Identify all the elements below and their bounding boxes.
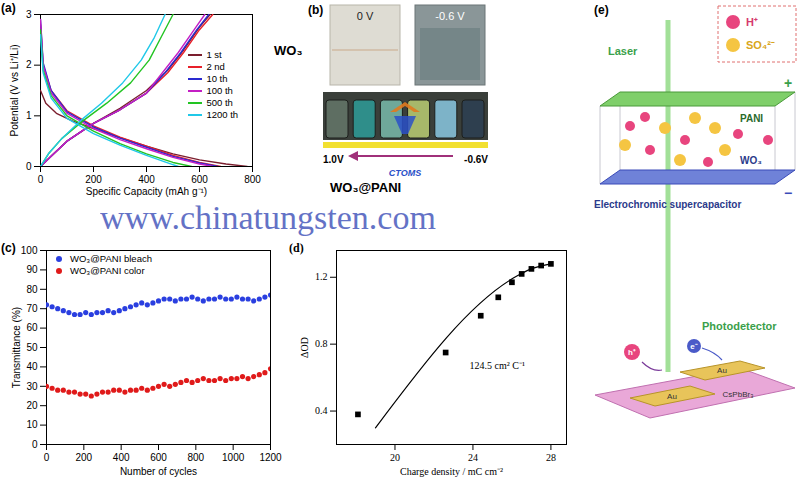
svg-text:20: 20 [26, 400, 38, 411]
svg-text:Au: Au [667, 392, 677, 401]
svg-text:Photodetector: Photodetector [702, 320, 777, 332]
svg-text:Au: Au [717, 366, 727, 375]
svg-text:(e): (e) [594, 3, 609, 17]
svg-text:e⁻: e⁻ [690, 342, 697, 351]
svg-text:WO₃@PANI: WO₃@PANI [330, 180, 401, 195]
svg-text:+: + [784, 75, 792, 91]
svg-text:1000: 1000 [222, 452, 245, 463]
svg-text:PANI: PANI [740, 113, 763, 124]
svg-text:Electrochromic supercapacitor: Electrochromic supercapacitor [594, 199, 741, 210]
html-text:(c): (c) [1, 241, 16, 255]
svg-text:90: 90 [26, 264, 38, 275]
html-text:1 st: 1 st [206, 49, 222, 60]
svg-text:-0.6 V: -0.6 V [435, 10, 465, 22]
html-text:WO₃@PANI color: WO₃@PANI color [70, 265, 145, 276]
svg-text:80: 80 [26, 284, 38, 295]
html-text:2 nd: 2 nd [206, 61, 225, 72]
svg-text:H⁺: H⁺ [746, 16, 758, 28]
svg-text:-0.6V: -0.6V [464, 154, 488, 165]
svg-text:1.2: 1.2 [315, 271, 328, 282]
svg-text:400: 400 [113, 452, 130, 463]
svg-text:CsPbBr₃: CsPbBr₃ [723, 390, 754, 399]
svg-text:60: 60 [26, 322, 38, 333]
svg-text:600: 600 [191, 174, 208, 185]
svg-text:200: 200 [85, 174, 102, 185]
svg-text:0.8: 0.8 [315, 338, 328, 349]
svg-text:Number of cycles: Number of cycles [120, 466, 197, 477]
html-text:1200 th: 1200 th [206, 109, 239, 120]
svg-text:20: 20 [390, 452, 400, 463]
svg-text:0: 0 [32, 439, 38, 450]
html-text:10 th: 10 th [206, 73, 228, 84]
svg-text:24: 24 [468, 452, 478, 463]
svg-text:200: 200 [75, 452, 92, 463]
svg-text:0 V: 0 V [357, 10, 374, 22]
html-text:(a): (a) [1, 1, 16, 15]
svg-text:0: 0 [44, 452, 50, 463]
svg-text:2: 2 [26, 59, 32, 70]
svg-text:50: 50 [26, 342, 38, 353]
svg-text:ΔOD: ΔOD [299, 337, 310, 358]
svg-text:1200: 1200 [259, 452, 282, 463]
svg-text:30: 30 [26, 381, 38, 392]
svg-text:0: 0 [26, 161, 32, 172]
svg-text:800: 800 [187, 452, 204, 463]
svg-text:Charge density / mC cm⁻²: Charge density / mC cm⁻² [400, 466, 503, 477]
html-text:500 th: 500 th [206, 97, 233, 108]
svg-text:CTOMS: CTOMS [389, 168, 421, 178]
svg-text:124.5 cm² C⁻¹: 124.5 cm² C⁻¹ [470, 360, 525, 371]
html-text:(d): (d) [289, 241, 304, 255]
svg-text:3: 3 [26, 9, 32, 20]
svg-text:h⁺: h⁺ [628, 348, 636, 357]
svg-text:28: 28 [546, 452, 556, 463]
svg-text:0: 0 [38, 174, 44, 185]
svg-text:100: 100 [21, 245, 38, 256]
svg-text:600: 600 [150, 452, 167, 463]
html-text:WO₃@PANI bleach: WO₃@PANI bleach [70, 253, 152, 264]
svg-text:WO₃: WO₃ [740, 155, 762, 166]
svg-text:WO₃: WO₃ [274, 43, 302, 58]
html-text:100 th: 100 th [206, 85, 233, 96]
svg-text:Potential (V vs Li⁺/Li): Potential (V vs Li⁺/Li) [9, 45, 20, 137]
svg-text:Transmittance (%): Transmittance (%) [11, 307, 22, 388]
svg-text:800: 800 [244, 174, 261, 185]
svg-text:70: 70 [26, 303, 38, 314]
svg-text:0.4: 0.4 [315, 405, 328, 416]
svg-text:−: − [784, 185, 792, 201]
svg-text:(b): (b) [308, 3, 323, 17]
html-text:www.chinatungsten.com: www.chinatungsten.com [100, 199, 436, 236]
svg-text:1: 1 [26, 110, 32, 121]
svg-text:Specific Capacity (mAh g⁻¹): Specific Capacity (mAh g⁻¹) [86, 186, 207, 197]
svg-text:1.0V: 1.0V [323, 154, 344, 165]
svg-text:40: 40 [26, 361, 38, 372]
svg-text:400: 400 [138, 174, 155, 185]
svg-text:10: 10 [26, 419, 38, 430]
svg-text:SO₄²⁻: SO₄²⁻ [746, 39, 775, 51]
svg-text:Laser: Laser [608, 45, 638, 57]
